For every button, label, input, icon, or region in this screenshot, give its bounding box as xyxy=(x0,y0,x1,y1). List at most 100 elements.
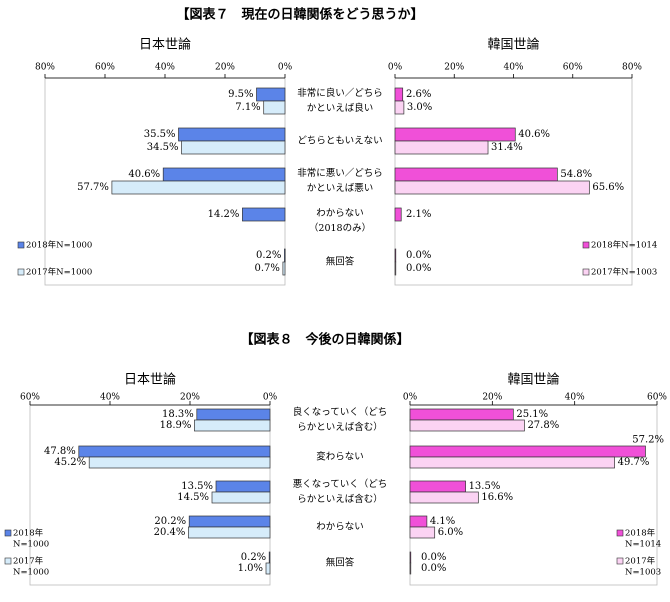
value-label: 20.4% xyxy=(154,527,186,538)
value-label: 2.1% xyxy=(406,209,431,220)
value-label: 0.2% xyxy=(241,552,266,563)
bar xyxy=(162,167,286,182)
value-label: 6.0% xyxy=(438,527,463,538)
category-label: 非常に悪い／どちら xyxy=(297,167,383,179)
bar xyxy=(78,445,271,458)
x-tick-label: 0% xyxy=(403,393,418,403)
figure-title: 【図表７ 現在の日韓関係をどう思うか】 xyxy=(176,7,423,23)
bar xyxy=(394,140,489,155)
figure-title: 【図表８ 今後の日韓関係】 xyxy=(240,332,409,348)
value-label: 54.8% xyxy=(560,169,592,180)
legend-swatch xyxy=(616,557,624,565)
category-label: らかといえば含む） xyxy=(297,493,383,505)
legend-label: N=1003 xyxy=(625,568,661,578)
value-label: 34.5% xyxy=(147,142,179,153)
bar xyxy=(409,480,466,493)
value-label: 20.2% xyxy=(154,516,186,527)
value-label: 18.9% xyxy=(160,420,192,431)
value-label: 1.0% xyxy=(238,563,263,574)
value-label: 3.0% xyxy=(407,102,432,113)
value-label: 2.6% xyxy=(406,89,431,100)
legend-swatch xyxy=(616,529,624,537)
category-label: どちらともいえない xyxy=(297,136,382,147)
category-label: わからない xyxy=(316,208,364,219)
bar xyxy=(265,562,271,575)
bar xyxy=(394,87,404,102)
panel-title: 日本世論 xyxy=(124,372,176,388)
x-tick-label: 40% xyxy=(100,393,120,403)
bar xyxy=(409,445,646,458)
value-label: 0.0% xyxy=(406,250,431,261)
bar xyxy=(256,87,286,102)
bar xyxy=(394,180,590,195)
bar xyxy=(196,408,271,421)
legend-label: 2017年 xyxy=(625,556,656,567)
category-label: 変わらない xyxy=(316,451,364,463)
category-label: 無回答 xyxy=(326,256,355,268)
bar xyxy=(394,127,516,142)
x-tick-label: 80% xyxy=(35,63,55,73)
x-tick-label: 60% xyxy=(95,63,115,73)
x-tick-label: 60% xyxy=(20,393,40,403)
legend-label: 2017年 xyxy=(13,556,44,567)
x-tick-label: 20% xyxy=(215,63,235,73)
x-tick-label: 20% xyxy=(482,393,502,403)
value-label: 49.7% xyxy=(618,457,650,468)
category-label: （2018のみ） xyxy=(309,222,371,234)
bar xyxy=(394,167,558,182)
legend-swatch xyxy=(582,268,590,276)
x-tick-label: 20% xyxy=(180,393,200,403)
value-label: 47.8% xyxy=(44,446,76,457)
bar xyxy=(282,261,286,276)
x-tick-label: 60% xyxy=(647,393,667,403)
legend-label: 2018年 xyxy=(13,528,44,539)
bar xyxy=(394,248,397,263)
bar xyxy=(409,562,412,575)
bar xyxy=(268,551,271,564)
bar xyxy=(394,100,405,115)
value-label: 40.6% xyxy=(128,169,160,180)
value-label: 14.2% xyxy=(208,209,240,220)
legend-label: N=1000 xyxy=(13,540,49,550)
x-tick-label: 0% xyxy=(388,63,403,73)
value-label: 40.6% xyxy=(518,129,550,140)
legend-label: 2018年N=1014 xyxy=(591,240,657,251)
legend-label: N=1014 xyxy=(625,540,661,550)
value-label: 13.5% xyxy=(469,481,501,492)
value-label: 4.1% xyxy=(430,516,455,527)
category-label: 無回答 xyxy=(326,557,355,569)
x-tick-label: 60% xyxy=(563,63,583,73)
bar xyxy=(409,526,436,539)
value-label: 65.6% xyxy=(592,182,624,193)
panel-title: 韓国世論 xyxy=(487,37,539,53)
bar xyxy=(178,127,286,142)
legend-label: 2018年N=1000 xyxy=(26,240,92,251)
x-tick-label: 0% xyxy=(263,393,278,403)
bar xyxy=(88,456,271,469)
x-tick-label: 0% xyxy=(278,63,293,73)
bar xyxy=(284,248,286,263)
value-label: 45.2% xyxy=(54,457,86,468)
bar xyxy=(409,419,525,432)
value-label: 0.2% xyxy=(256,250,281,261)
category-label: かといえば悪い xyxy=(307,183,374,194)
bar xyxy=(111,180,286,195)
bar xyxy=(409,408,514,421)
value-label: 25.1% xyxy=(516,409,548,420)
x-tick-label: 40% xyxy=(503,63,523,73)
value-label: 0.7% xyxy=(254,263,279,274)
legend-swatch xyxy=(17,268,25,276)
bar xyxy=(409,491,479,504)
legend-label: N=1000 xyxy=(13,568,49,578)
bar xyxy=(409,551,412,564)
bar xyxy=(211,491,271,504)
legend-swatch xyxy=(4,557,12,565)
value-label: 13.5% xyxy=(181,481,213,492)
panel-title: 日本世論 xyxy=(139,37,191,53)
category-label: 悪くなっていく（どち xyxy=(293,478,388,490)
legend-label: 2018年 xyxy=(625,528,656,539)
bar xyxy=(409,515,428,528)
legend-swatch xyxy=(4,529,12,537)
value-label: 18.3% xyxy=(162,409,194,420)
